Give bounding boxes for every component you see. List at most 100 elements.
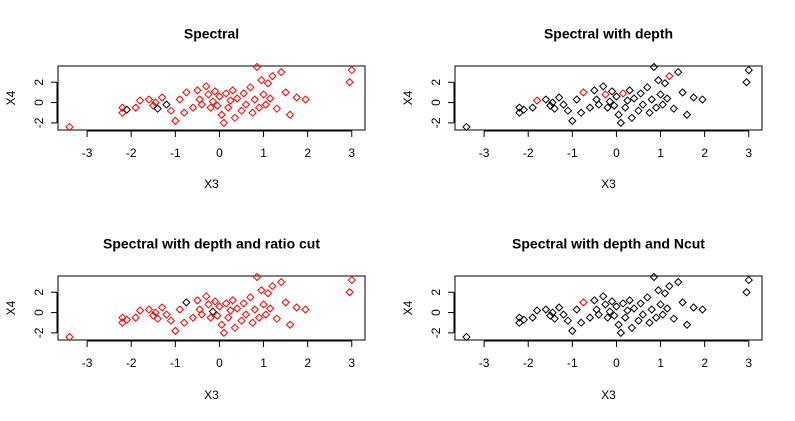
point	[665, 71, 674, 81]
x-axis-label: X3	[204, 177, 219, 191]
point	[605, 307, 615, 316]
point	[261, 310, 270, 319]
point	[662, 304, 672, 313]
x-tick-label: 3	[745, 356, 752, 370]
point	[248, 318, 257, 327]
point	[673, 277, 683, 287]
y-axis-label: X4	[401, 90, 415, 105]
point	[627, 323, 637, 333]
point	[135, 96, 145, 105]
point	[462, 332, 471, 342]
point	[241, 310, 251, 319]
point	[217, 110, 226, 119]
point	[634, 316, 643, 325]
point	[276, 67, 286, 77]
point	[157, 93, 167, 102]
y-axis-label: X4	[4, 300, 18, 315]
point	[660, 289, 670, 298]
point	[744, 275, 753, 285]
point	[215, 302, 224, 311]
y-tick-label: 2	[429, 79, 443, 86]
x-tick-label: 3	[745, 146, 752, 160]
point	[171, 116, 180, 126]
x-tick-label: 3	[348, 356, 355, 370]
plot-box	[57, 275, 366, 341]
point	[162, 310, 171, 319]
point	[621, 313, 630, 322]
point	[217, 320, 226, 329]
x-tick-label: -1	[170, 146, 181, 160]
point	[554, 93, 564, 102]
point	[645, 108, 654, 117]
point	[281, 88, 290, 97]
point	[585, 313, 595, 322]
point	[643, 293, 652, 302]
point	[157, 303, 167, 312]
point	[579, 88, 588, 97]
point	[263, 79, 273, 88]
point	[598, 292, 608, 301]
point	[230, 113, 240, 123]
point	[603, 313, 612, 322]
point	[230, 323, 240, 333]
point	[572, 95, 581, 104]
point	[601, 300, 610, 309]
point	[281, 298, 290, 307]
point	[559, 100, 568, 109]
x-tick-label: 0	[613, 356, 620, 370]
point	[605, 97, 615, 106]
x-tick-label: 1	[260, 356, 267, 370]
point	[292, 93, 301, 102]
point	[654, 286, 663, 295]
point	[213, 101, 222, 110]
point	[669, 104, 678, 113]
x-tick-label: -2	[126, 146, 137, 160]
point	[548, 308, 557, 317]
point	[261, 100, 270, 109]
point	[689, 93, 698, 102]
y-tick-label: 2	[32, 79, 46, 86]
point	[590, 86, 599, 95]
point	[237, 316, 246, 325]
point	[175, 95, 184, 104]
point	[149, 101, 158, 110]
point	[462, 122, 471, 132]
point	[607, 297, 617, 306]
point	[576, 318, 586, 327]
point	[272, 104, 281, 113]
point	[636, 299, 645, 308]
y-tick-label: 0	[429, 99, 443, 106]
point	[638, 100, 648, 109]
point	[576, 108, 586, 117]
point	[627, 113, 637, 123]
point	[301, 95, 310, 104]
chart-title: Spectral with depth and Ncut	[512, 236, 705, 252]
x-tick-label: 2	[701, 146, 708, 160]
point	[665, 281, 674, 291]
point	[122, 315, 132, 324]
x-tick-label: 2	[701, 356, 708, 370]
point	[621, 103, 630, 112]
point	[614, 110, 623, 119]
point	[673, 67, 683, 77]
point	[651, 103, 661, 112]
chart-title: Spectral	[184, 26, 239, 42]
point	[744, 65, 753, 75]
point	[193, 86, 202, 95]
point	[237, 106, 246, 115]
y-tick-label: 0	[32, 309, 46, 316]
x-tick-label: -3	[82, 146, 93, 160]
x-tick-label: 2	[304, 146, 311, 160]
point	[246, 293, 255, 302]
point	[232, 94, 242, 103]
point	[647, 305, 656, 314]
point	[645, 318, 654, 327]
point	[166, 316, 176, 325]
x-tick-label: 2	[304, 356, 311, 370]
point	[559, 310, 568, 319]
point	[219, 118, 229, 128]
point	[546, 311, 555, 320]
point	[276, 277, 286, 287]
point	[550, 104, 559, 113]
point	[610, 311, 619, 320]
